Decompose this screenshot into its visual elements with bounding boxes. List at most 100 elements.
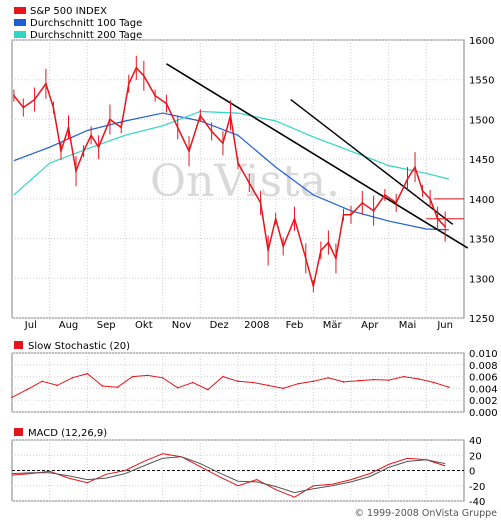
sp500-point (135, 67, 138, 69)
sp500-point (267, 249, 269, 252)
sp500-point (176, 126, 179, 129)
ma200-line (13, 110, 450, 196)
sp500-point (274, 217, 277, 220)
sp500-point (350, 213, 352, 216)
price-y-tick-label: 1350 (469, 235, 494, 246)
price-y-axis: 1600 1550 1500 1450 1400 1350 1300 1250 (469, 36, 494, 325)
price-x-tick-label: Mai (399, 320, 417, 331)
stochastic-plot-area (11, 352, 465, 413)
sp500-point (165, 102, 168, 105)
macd-line (11, 453, 446, 498)
trendline (166, 63, 469, 249)
price-legend: S&P 500 INDEX Durchschnitt 100 Tage Durc… (14, 6, 142, 41)
stochastic-y-tick-label: 0.010 (469, 349, 498, 360)
stochastic-line (11, 373, 450, 398)
sp500-point (248, 182, 251, 184)
macd-y-axis: 40 20 0 -20 -40 (469, 436, 485, 508)
stochastic-point (176, 387, 179, 389)
sp500-point (45, 82, 47, 85)
price-x-tick-label: Mär (323, 320, 343, 331)
sp500-point (327, 241, 330, 244)
ma100-line (13, 112, 449, 231)
macd-y-tick-label: 0 (469, 467, 475, 478)
stochastic-point (418, 378, 420, 380)
sp500-point (52, 106, 55, 109)
stochastic-point (282, 387, 285, 390)
stochastic-point (101, 385, 104, 387)
stochastic-point (433, 381, 435, 384)
legend-label-ma100: Durchschnitt 100 Tage (30, 18, 142, 29)
sp500-point (384, 194, 386, 196)
sp500-point (82, 150, 85, 152)
copyright: © 1999-2008 OnVista Gruppe (355, 508, 498, 519)
price-x-tick-label: Jul (24, 320, 37, 331)
sp500-point (154, 94, 156, 97)
stochastic-point (192, 381, 194, 384)
sp500-point (320, 249, 322, 252)
sp500-point (395, 202, 398, 204)
sp500-point (13, 94, 15, 97)
stochastic-grid (12, 352, 464, 413)
price-y-tick-label: 1600 (469, 36, 494, 47)
macd-signal-line (11, 456, 446, 494)
sp500-point (237, 162, 239, 164)
sp500-point (199, 114, 202, 117)
stochastic-point (372, 378, 375, 381)
price-x-tick-label: 2008 (244, 320, 269, 331)
price-x-tick-label: Sep (97, 320, 116, 331)
legend-swatch-ma100 (14, 19, 26, 26)
stochastic-point (222, 375, 224, 378)
stochastic-point (41, 380, 43, 383)
stochastic-series (11, 372, 450, 399)
price-y-tick-label: 1400 (469, 195, 494, 206)
stochastic-point (116, 386, 119, 389)
price-grid (12, 39, 464, 319)
price-y-tick-label: 1550 (469, 76, 494, 87)
stochastic-point (387, 379, 390, 381)
sp500-point (60, 150, 62, 152)
stochastic-point (11, 396, 13, 399)
price-x-tick-label: Dez (210, 320, 229, 331)
stochastic-point (86, 372, 89, 375)
sp500-point (305, 257, 307, 260)
sp500-point (342, 213, 345, 216)
sp500-point (33, 98, 36, 101)
sp500-point (335, 257, 337, 260)
stochastic-y-tick-label: 0.002 (469, 396, 498, 407)
watermark: OnVista. (150, 156, 340, 207)
stochastic-point (357, 379, 360, 382)
stochastic-point (267, 384, 269, 387)
macd-title: MACD (12,26,9) (28, 428, 107, 439)
price-y-tick-label: 1450 (469, 155, 494, 166)
stochastic-y-tick-label: 0.000 (469, 408, 498, 419)
sp500-line (13, 66, 446, 287)
stochastic-point (297, 382, 300, 385)
price-x-axis: Jul Aug Sep Okt Nov Dez 2008 Feb Mär Apr Mai Jun (24, 320, 453, 331)
stochastic-point (71, 376, 74, 379)
sp500-point (90, 134, 92, 137)
legend-swatch-ma200 (14, 31, 26, 38)
stochastic-point (327, 376, 330, 379)
stochastic-point (402, 375, 405, 378)
stochastic-y-tick-label: 0.004 (469, 384, 498, 395)
sp500-point (97, 146, 100, 149)
sp500-point (282, 245, 285, 248)
sp500-point (210, 130, 213, 133)
macd-y-tick-label: 40 (469, 436, 482, 447)
sp500-point (222, 142, 224, 145)
stochastic-point (56, 384, 58, 387)
price-y-tick-label: 1250 (469, 314, 494, 325)
stochastic-point (26, 388, 28, 391)
stochastic-point (237, 380, 239, 383)
macd-title-swatch (14, 428, 23, 436)
price-x-tick-label: Okt (135, 320, 153, 331)
stochastic-point (131, 375, 134, 378)
stochastic-point (252, 381, 254, 384)
stochastic-point (161, 376, 164, 379)
legend-label-sp500: S&P 500 INDEX (30, 6, 107, 17)
price-series (13, 55, 469, 293)
price-y-tick-label: 1300 (469, 274, 494, 285)
price-x-tick-label: Aug (59, 320, 79, 331)
